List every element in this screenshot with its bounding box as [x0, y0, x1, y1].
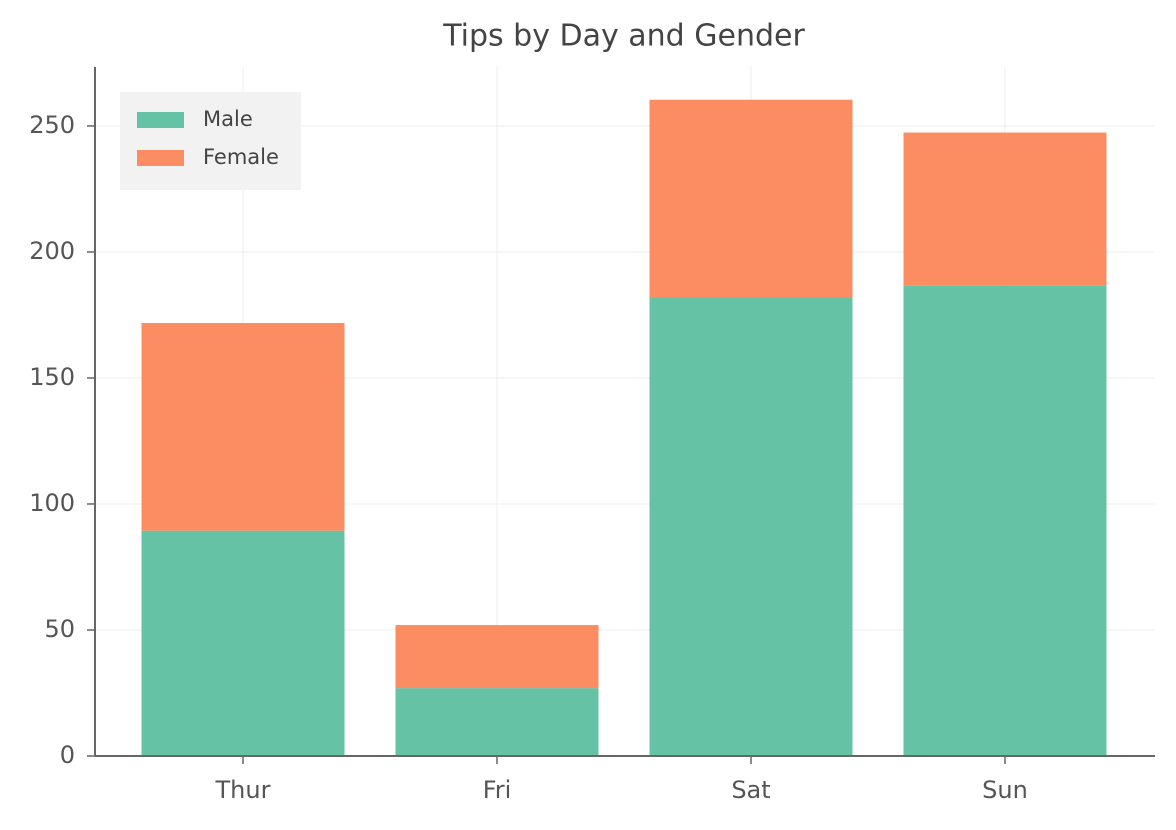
bar-segment [141, 322, 345, 531]
x-tick-label: Sun [982, 776, 1028, 804]
bar-segment [903, 132, 1107, 286]
bar-segment [141, 530, 345, 756]
y-tick-label: 250 [29, 111, 75, 139]
y-tick-label: 100 [29, 489, 75, 517]
legend-swatch [137, 150, 184, 166]
chart-title: Tips by Day and Gender [442, 19, 805, 54]
y-tick-label: 150 [29, 363, 75, 391]
y-tick-label: 0 [60, 741, 75, 769]
y-tick-label: 200 [29, 237, 75, 265]
legend-label: Male [203, 107, 253, 131]
x-tick-label: Sat [731, 776, 770, 804]
legend-swatch [137, 112, 184, 128]
legend-label: Female [203, 145, 279, 169]
legend-box [120, 92, 301, 190]
bar-segment [903, 285, 1107, 756]
bar-segment [649, 297, 853, 756]
bar-segment [395, 625, 599, 689]
bar-segment [649, 99, 853, 298]
y-tick-label: 50 [44, 615, 75, 643]
bar-segment [395, 688, 599, 756]
x-tick-label: Thur [215, 776, 271, 804]
x-tick-label: Fri [483, 776, 512, 804]
